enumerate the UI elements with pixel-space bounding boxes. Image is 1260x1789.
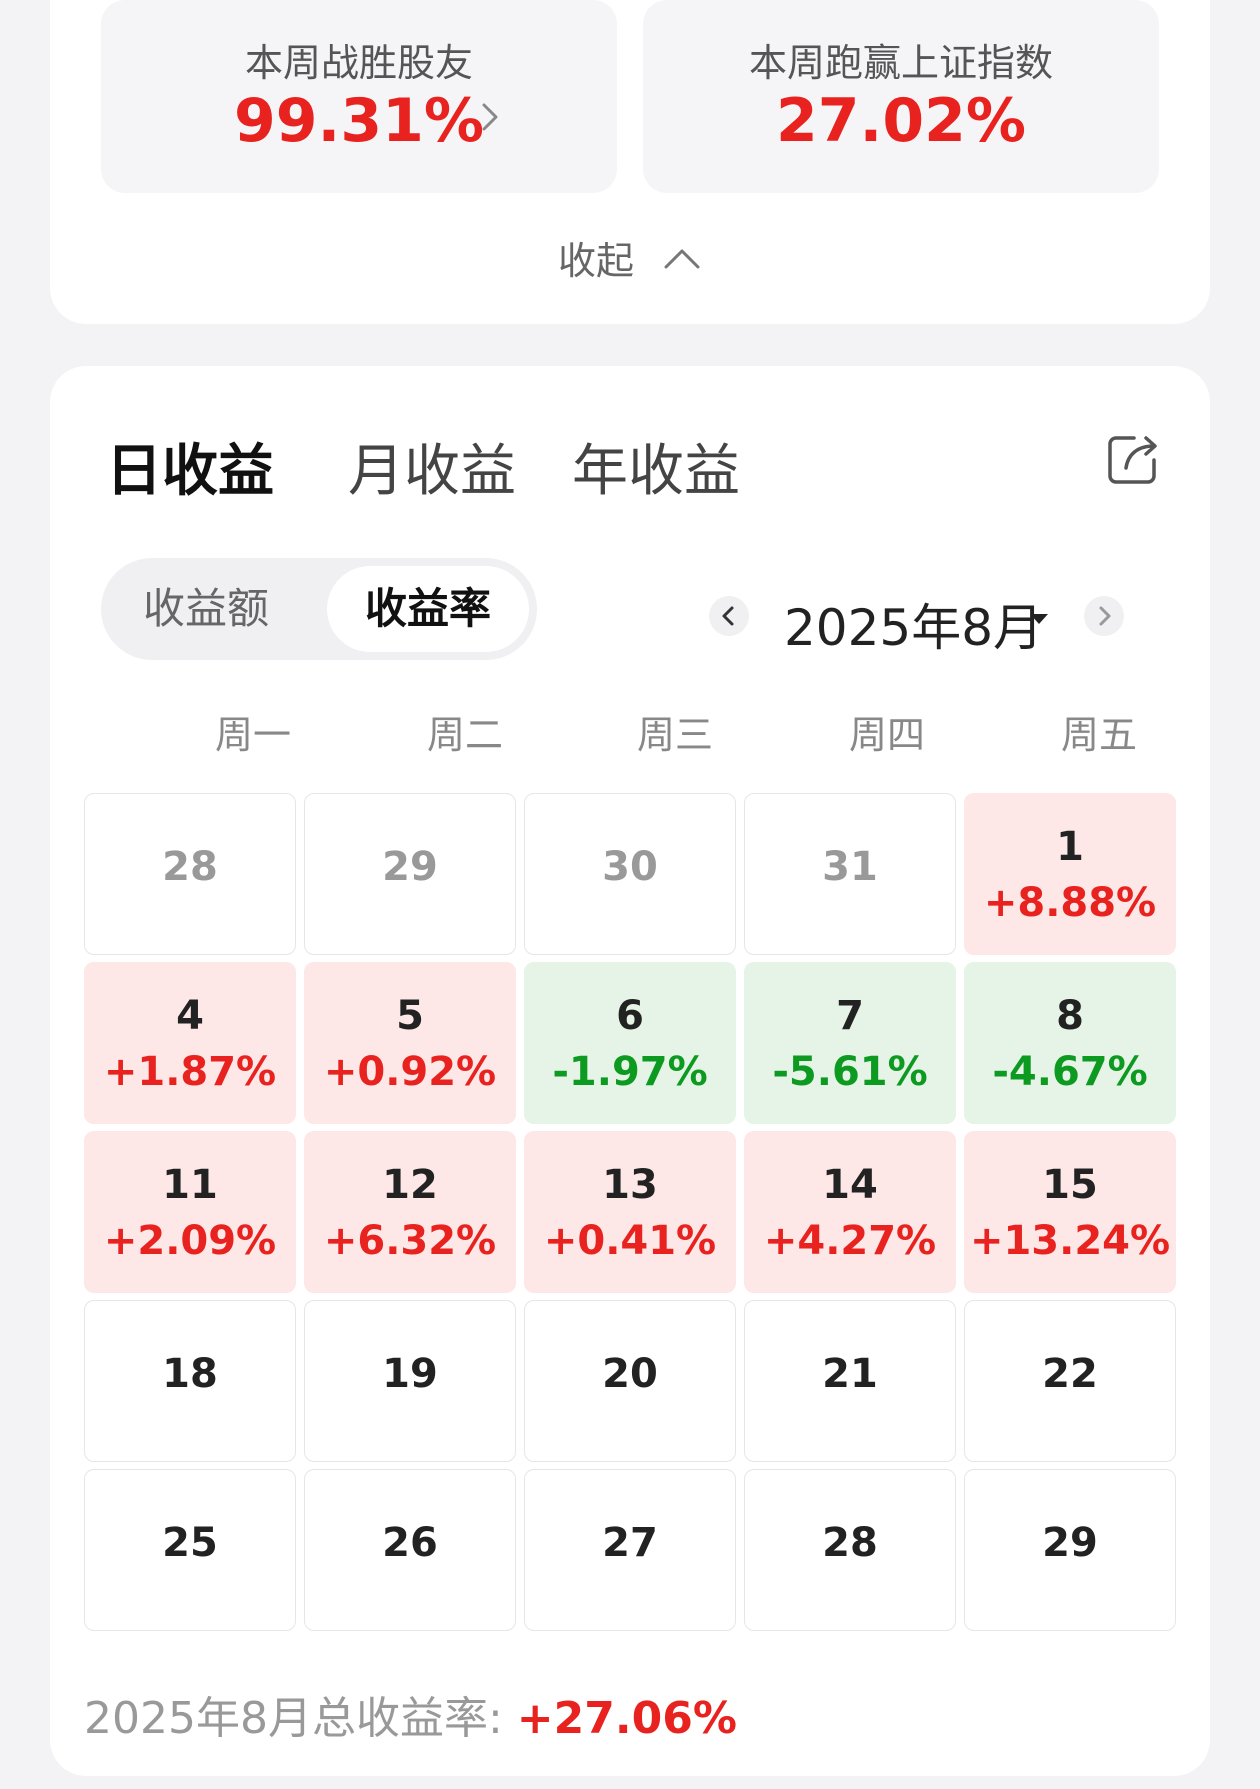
- calendar-day-number: 5: [396, 993, 424, 1039]
- returns-calendar-card: 日收益 月收益 年收益 收益额 收益率 2025年8月 周一 周二 周三: [50, 366, 1210, 1776]
- calendar-day-number: 27: [602, 1520, 658, 1566]
- calendar-day-number: 21: [822, 1351, 878, 1397]
- chevron-right-icon: [1099, 606, 1111, 626]
- tab-yearly-returns[interactable]: 年收益: [572, 439, 740, 504]
- calendar-day-cell[interactable]: 11 +2.09%: [84, 1131, 296, 1293]
- beat-friends-label: 本周战胜股友: [244, 41, 473, 85]
- calendar-day-number: 22: [1042, 1351, 1098, 1397]
- chevron-up-icon: [664, 249, 700, 268]
- calendar-day-cell[interactable]: 8 -4.67%: [964, 962, 1176, 1124]
- collapse-label: 收起: [557, 239, 634, 283]
- calendar-day-number: 7: [836, 993, 864, 1039]
- calendar-day-cell[interactable]: 7 -5.61%: [744, 962, 956, 1124]
- month-navigator: 2025年8月: [50, 576, 1210, 657]
- calendar-day-number: 15: [1042, 1162, 1098, 1208]
- calendar-day-return: +8.88%: [983, 880, 1157, 926]
- calendar-day-number: 13: [602, 1162, 658, 1208]
- calendar-day-number: 31: [822, 844, 878, 890]
- next-month-button[interactable]: [1084, 596, 1124, 636]
- calendar-day-cell[interactable]: 5 +0.92%: [304, 962, 516, 1124]
- calendar-day-cell[interactable]: 25: [84, 1469, 296, 1631]
- calendar-day-number: 12: [382, 1162, 438, 1208]
- calendar-day-number: 18: [162, 1351, 218, 1397]
- calendar-day-return: +13.24%: [969, 1218, 1171, 1264]
- calendar-day-cell[interactable]: 31: [744, 793, 956, 955]
- calendar-day-number: 4: [176, 993, 204, 1039]
- weekday-mon: 周一: [214, 713, 291, 757]
- calendar-day-cell[interactable]: 6 -1.97%: [524, 962, 736, 1124]
- calendar-day-number: 29: [382, 844, 438, 890]
- weekday-wed: 周三: [636, 713, 713, 757]
- calendar-day-cell[interactable]: 29: [964, 1469, 1176, 1631]
- metric-toggle: 收益额 收益率: [101, 558, 537, 660]
- calendar-day-return: +6.32%: [323, 1218, 497, 1264]
- calendar-day-cell[interactable]: 29: [304, 793, 516, 955]
- calendar-day-return: +0.92%: [323, 1049, 497, 1095]
- month-selector[interactable]: 2025年8月: [784, 599, 1044, 657]
- month-total-return: 2025年8月总收益率: +27.06%: [84, 1682, 737, 1746]
- calendar-day-cell[interactable]: 20: [524, 1300, 736, 1462]
- calendar-day-cell[interactable]: 18: [84, 1300, 296, 1462]
- weekday-header: 周一 周二 周三 周四 周五: [50, 704, 1210, 764]
- calendar-day-cell[interactable]: 19: [304, 1300, 516, 1462]
- calendar-day-number: 29: [1042, 1520, 1098, 1566]
- weekday-thu: 周四: [848, 713, 925, 757]
- weekday-tue: 周二: [426, 713, 503, 757]
- toggle-return-rate[interactable]: 收益率: [327, 566, 529, 652]
- beat-index-label: 本周跑赢上证指数: [748, 41, 1053, 85]
- calendar-day-cell[interactable]: 26: [304, 1469, 516, 1631]
- previous-month-button[interactable]: [709, 596, 749, 636]
- calendar-day-cell[interactable]: 1 +8.88%: [964, 793, 1176, 955]
- calendar-day-number: 28: [822, 1520, 878, 1566]
- beat-friends-stat[interactable]: 本周战胜股友 99.31%: [101, 0, 617, 193]
- calendar-day-cell[interactable]: 28: [744, 1469, 956, 1631]
- chevron-right-icon[interactable]: [473, 100, 507, 134]
- calendar-day-cell[interactable]: 14 +4.27%: [744, 1131, 956, 1293]
- share-icon[interactable]: [1104, 430, 1162, 488]
- calendar-day-return: -5.61%: [772, 1049, 928, 1095]
- caret-down-icon[interactable]: [1028, 612, 1050, 626]
- calendar-day-number: 30: [602, 844, 658, 890]
- calendar-day-number: 14: [822, 1162, 878, 1208]
- collapse-button[interactable]: 收起: [50, 230, 1210, 290]
- toggle-return-amount[interactable]: 收益额: [142, 584, 269, 633]
- calendar-day-cell[interactable]: 12 +6.32%: [304, 1131, 516, 1293]
- calendar-day-return: +2.09%: [103, 1218, 277, 1264]
- beat-index-stat: 本周跑赢上证指数 27.02%: [643, 0, 1159, 193]
- weekly-stats-card: 本周战胜股友 99.31% 本周跑赢上证指数 27.02% 收起: [50, 0, 1210, 324]
- month-total-return-value: +27.06%: [516, 1693, 737, 1744]
- calendar-day-return: +1.87%: [103, 1049, 277, 1095]
- calendar-day-cell[interactable]: 28: [84, 793, 296, 955]
- calendar-day-cell[interactable]: 27: [524, 1469, 736, 1631]
- tab-daily-returns[interactable]: 日收益: [106, 439, 274, 504]
- calendar-day-number: 25: [162, 1520, 218, 1566]
- calendar-day-number: 1: [1056, 824, 1084, 870]
- calendar-day-cell[interactable]: 22: [964, 1300, 1176, 1462]
- calendar-day-number: 26: [382, 1520, 438, 1566]
- calendar-day-return: -4.67%: [992, 1049, 1148, 1095]
- calendar-day-number: 28: [162, 844, 218, 890]
- calendar-day-return: -1.97%: [552, 1049, 708, 1095]
- tab-monthly-returns[interactable]: 月收益: [348, 439, 516, 504]
- calendar-day-cell[interactable]: 4 +1.87%: [84, 962, 296, 1124]
- calendar-day-number: 11: [162, 1162, 218, 1208]
- calendar-day-cell[interactable]: 15 +13.24%: [964, 1131, 1176, 1293]
- calendar-day-cell[interactable]: 21: [744, 1300, 956, 1462]
- calendar-day-number: 20: [602, 1351, 658, 1397]
- calendar-day-return: +4.27%: [763, 1218, 937, 1264]
- calendar-day-number: 19: [382, 1351, 438, 1397]
- weekday-fri: 周五: [1060, 713, 1137, 757]
- calendar-day-return: +0.41%: [543, 1218, 717, 1264]
- chevron-left-icon: [722, 606, 734, 626]
- beat-friends-value: 99.31%: [234, 86, 484, 156]
- calendar-day-number: 8: [1056, 993, 1084, 1039]
- month-total-return-label: 2025年8月总收益率:: [84, 1693, 517, 1744]
- beat-index-value: 27.02%: [776, 86, 1026, 156]
- calendar-day-cell[interactable]: 30: [524, 793, 736, 955]
- calendar-day-cell[interactable]: 13 +0.41%: [524, 1131, 736, 1293]
- calendar-day-number: 6: [616, 993, 644, 1039]
